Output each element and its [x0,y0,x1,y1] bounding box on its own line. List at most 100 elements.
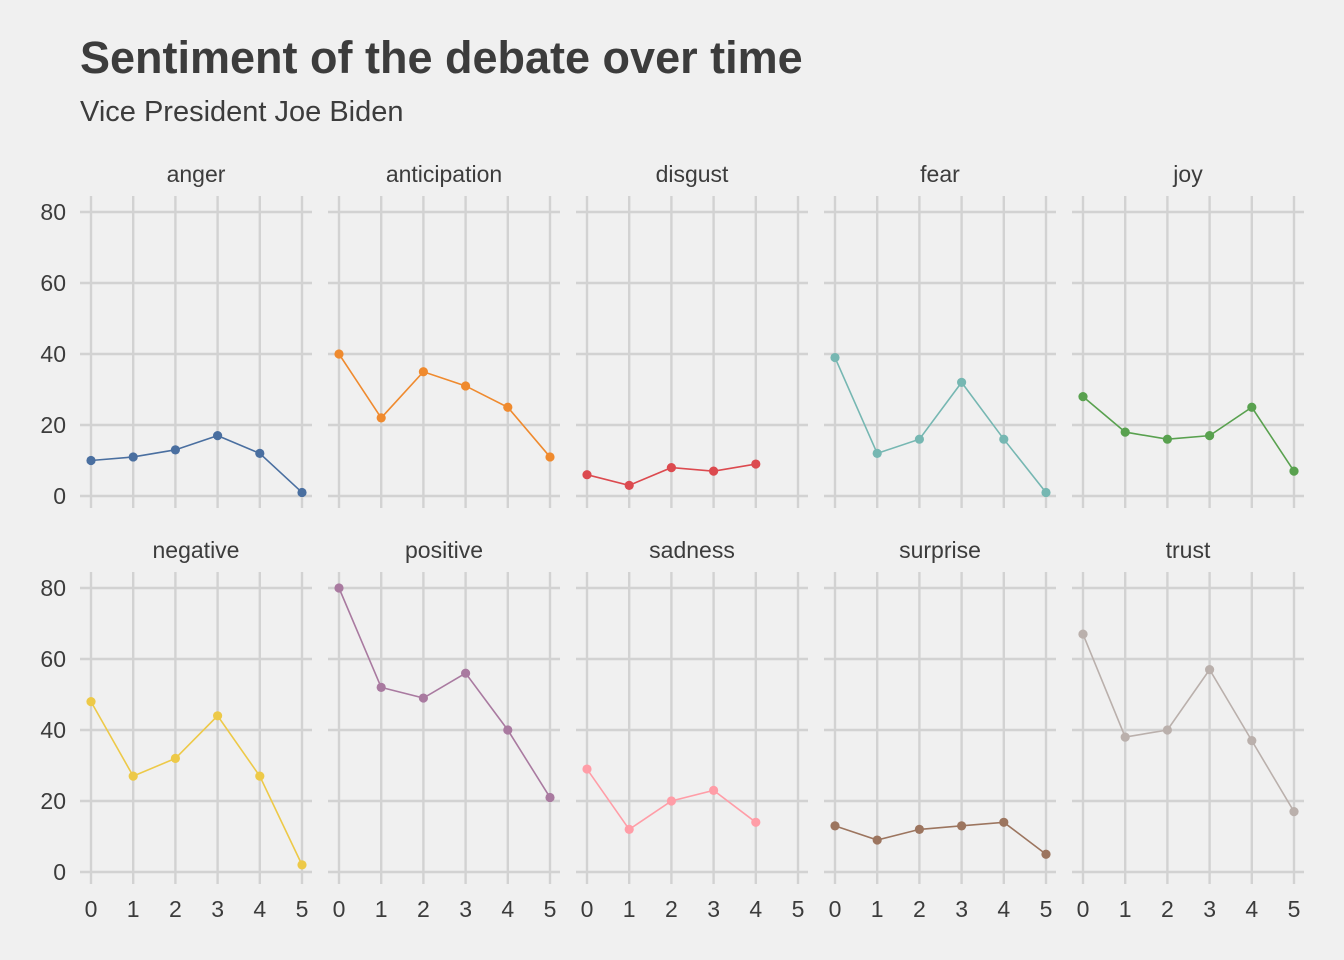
y-tick-label: 60 [40,270,66,296]
data-point-negative [297,860,307,870]
x-tick-label: 0 [1077,896,1090,922]
data-point-negative [213,711,223,721]
data-point-anger [86,455,96,466]
data-point-positive [418,693,428,703]
data-point-joy [1162,434,1172,444]
x-tick-label: 0 [333,896,346,922]
data-point-fear [872,448,882,458]
facet-title: negative [153,537,240,563]
x-tick-label: 0 [829,896,842,922]
data-point-trust [1289,807,1299,817]
y-tick-label: 0 [53,859,66,885]
data-point-anger [297,487,307,498]
facet-title: anger [167,161,226,187]
data-point-joy [1205,431,1215,441]
data-point-anticipation [545,452,555,462]
data-point-fear [999,434,1009,444]
facet-title: positive [405,537,483,563]
facet-title: trust [1166,537,1211,563]
data-point-surprise [957,821,967,831]
data-point-positive [461,668,471,678]
facet-title: joy [1172,161,1203,187]
x-tick-label: 2 [1161,896,1174,922]
data-point-joy [1078,392,1088,402]
x-tick-label: 1 [623,896,636,922]
x-tick-label: 0 [85,896,98,922]
data-point-joy [1247,402,1257,412]
data-point-positive [545,792,555,803]
x-tick-label: 4 [253,896,266,922]
data-point-trust [1247,736,1257,746]
data-point-anticipation [461,381,471,391]
data-point-anticipation [334,349,344,359]
facet-title: surprise [899,537,981,563]
data-point-joy [1120,427,1130,437]
data-point-trust [1078,629,1088,639]
data-point-anger [213,431,223,441]
x-tick-label: 4 [749,896,762,922]
chart-subtitle: Vice President Joe Biden [80,96,404,128]
data-point-positive [376,682,386,693]
data-point-fear [1041,487,1051,498]
facet-title: fear [920,161,960,187]
series-line-fear [834,357,1047,493]
x-tick-label: 1 [375,896,388,922]
data-point-positive [334,583,344,593]
data-point-trust [1162,725,1172,735]
x-tick-label: 1 [1119,896,1132,922]
y-tick-label: 20 [40,412,66,438]
data-point-sadness [709,785,719,795]
data-point-disgust [709,466,719,476]
x-tick-label: 2 [417,896,430,922]
series-line-negative [90,701,303,866]
data-point-surprise [914,824,925,835]
data-point-surprise [830,821,840,831]
x-tick-label: 3 [955,896,968,922]
data-point-trust [1120,732,1130,742]
x-tick-label: 5 [296,896,309,922]
data-point-anticipation [418,367,428,377]
chart-title: Sentiment of the debate over time [80,32,803,83]
x-tick-label: 5 [1040,896,1053,922]
data-point-anger [255,448,265,458]
y-tick-label: 40 [40,717,66,743]
x-tick-label: 2 [913,896,926,922]
data-point-anger [128,452,138,462]
data-point-fear [830,352,840,363]
data-point-disgust [666,463,677,473]
data-point-trust [1205,665,1215,675]
y-tick-label: 20 [40,788,66,814]
facet-title: anticipation [386,161,502,187]
data-point-surprise [1041,849,1051,859]
data-point-anticipation [503,402,513,412]
data-point-negative [170,753,180,764]
data-point-surprise [872,835,882,845]
x-tick-label: 3 [707,896,720,922]
y-tick-label: 80 [40,575,66,601]
x-tick-label: 3 [211,896,224,922]
data-point-sadness [751,817,761,827]
data-point-anger [170,445,180,455]
series-line-anticipation [338,353,551,458]
x-tick-label: 4 [501,896,514,922]
y-tick-label: 80 [40,199,66,225]
y-tick-label: 0 [53,483,66,509]
x-tick-label: 1 [127,896,140,922]
x-tick-label: 3 [459,896,472,922]
x-tick-label: 4 [1245,896,1258,922]
x-tick-label: 1 [871,896,884,922]
data-point-joy [1289,466,1299,476]
data-point-anticipation [376,413,386,423]
x-tick-label: 0 [581,896,594,922]
facet-title: disgust [656,161,729,187]
y-tick-label: 60 [40,646,66,672]
series-line-joy [1082,395,1295,472]
x-tick-label: 5 [1288,896,1301,922]
x-tick-label: 3 [1203,896,1216,922]
series-line-trust [1082,633,1295,813]
x-tick-label: 2 [665,896,678,922]
x-tick-label: 5 [544,896,557,922]
series-line-anger [90,434,303,494]
data-point-negative [86,697,96,707]
